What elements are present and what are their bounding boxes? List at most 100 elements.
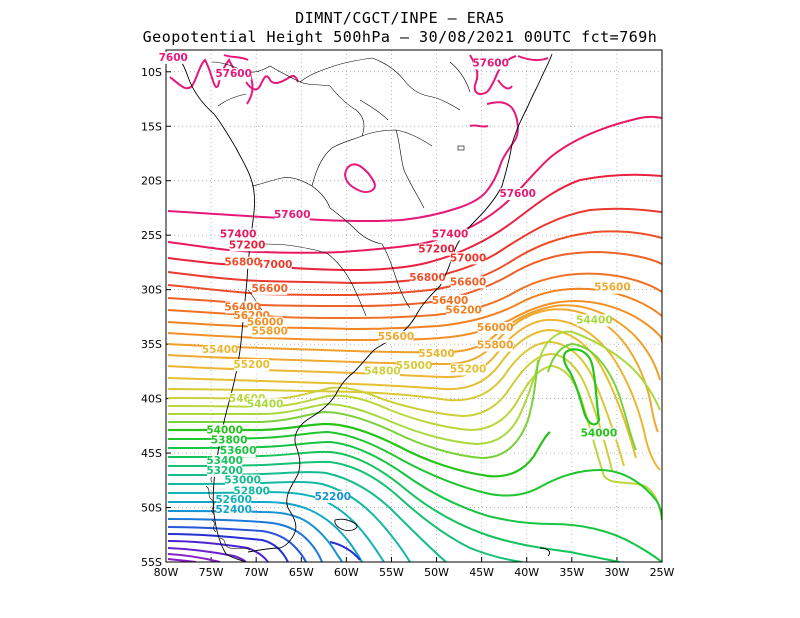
contour-label-bg: [274, 208, 310, 221]
contour-label: 55800: [251, 325, 288, 337]
contour-label: 54400: [247, 398, 284, 410]
lat-tick-label: 40S: [141, 393, 162, 406]
lon-tick-label: 35W: [559, 566, 584, 579]
contour-55400: [167, 318, 661, 471]
contour-label-bg: [396, 360, 432, 373]
title-line-2: Geopotential Height 500hPa – 30/08/2021 …: [142, 28, 658, 46]
contour-label-bg: [419, 348, 455, 361]
lon-tick-label: 65W: [289, 566, 314, 579]
contour-label: 56000: [477, 322, 514, 334]
contour-label: 57600: [499, 188, 536, 200]
contour-55800: [167, 304, 661, 381]
contour-label: 57000: [256, 259, 293, 271]
contour-label-bg: [473, 57, 509, 70]
lat-tick-label: 10S: [141, 66, 162, 79]
contour-label: 52600: [215, 494, 252, 506]
contour-label: 56600: [251, 283, 288, 295]
contour-52000: [167, 518, 323, 562]
contour-label: 57400: [432, 228, 469, 240]
contour-label-bg: [419, 243, 455, 256]
contour-label: 56600: [450, 276, 487, 288]
contour-label: 7600: [159, 52, 188, 64]
lon-tick-label: 40W: [514, 566, 539, 579]
contour-label: 55800: [477, 339, 514, 351]
contour-53200: [167, 460, 523, 562]
lon-tick-label: 55W: [379, 566, 404, 579]
lon-tick-label: 80W: [154, 566, 179, 579]
lon-tick-label: 50W: [424, 566, 449, 579]
contour-label: 54000: [581, 428, 618, 440]
contour-label: 54400: [576, 314, 613, 326]
contour-label: 55600: [378, 331, 415, 343]
contour-label-bg: [207, 424, 243, 437]
contour-label-bg: [477, 322, 513, 335]
contour-label: 53400: [206, 455, 243, 467]
lat-tick-label: 15S: [141, 120, 162, 133]
contour-label-bg: [450, 363, 486, 376]
contour-label-bg: [500, 188, 536, 201]
contour-label-bg: [432, 228, 468, 241]
lon-tick-label: 70W: [244, 566, 269, 579]
contour-53400: [167, 450, 621, 562]
contour-label: 57200: [418, 244, 455, 256]
contour-label: 54000: [206, 424, 243, 436]
contour-label: 57000: [450, 252, 487, 264]
contour-51400: [167, 540, 269, 562]
contour-label-bg: [247, 398, 283, 411]
lat-tick-label: 35S: [141, 338, 162, 351]
contour-label-bg: [225, 474, 261, 487]
lat-tick-label: 50S: [141, 502, 162, 515]
contour-label-bg: [207, 454, 243, 467]
contour-label-bg: [202, 343, 238, 356]
contour-label-bg: [229, 239, 265, 252]
lon-tick-label: 45W: [469, 566, 494, 579]
contour-label-bg: [446, 304, 482, 317]
contour-label-bg: [576, 314, 612, 327]
contour-label-bg: [159, 51, 188, 64]
contour-label-bg: [252, 325, 288, 338]
contour-label-bg: [594, 281, 630, 294]
lon-tick-labels: 80W 75W 70W 65W 60W 55W 50W 45W 40W 35W 30W 25W: [154, 566, 675, 579]
contour-label-bg: [220, 228, 256, 241]
lon-tick-label: 30W: [604, 566, 629, 579]
contour-label: 56200: [445, 305, 482, 317]
map-frame: [165, 49, 663, 563]
lat-tick-labels: 10S 15S 20S 25S 30S 35S 40S 45S 50S 55S: [141, 66, 162, 569]
contour-label-bg: [252, 282, 288, 295]
contour-54000: [168, 348, 601, 478]
contour-label-bg: [216, 494, 252, 507]
lat-tick-label: 30S: [141, 284, 162, 297]
contour-53000: [167, 471, 447, 562]
contour-53800: [167, 430, 662, 521]
lon-tick-label: 25W: [650, 566, 675, 579]
lon-tick-label: 60W: [334, 566, 359, 579]
lat-tick-label: 55S: [141, 556, 162, 569]
contour-label-bg: [220, 445, 256, 458]
contour-53600: [167, 440, 662, 562]
contour-label: 56400: [432, 295, 469, 307]
contour-56600: [167, 250, 662, 308]
lat-tick-label: 25S: [141, 229, 162, 242]
contour-label: 57600: [472, 57, 509, 69]
contour-label-bg: [225, 256, 261, 269]
contour-51600: [167, 533, 361, 562]
title-line-1: DIMNT/CGCT/INPE – ERA5: [295, 9, 505, 27]
contour-label-bg: [234, 359, 270, 372]
contour-55200: [167, 328, 637, 459]
lat-tick-label: 20S: [141, 175, 162, 188]
borders: [211, 57, 471, 321]
contour-label-bg: [450, 252, 486, 265]
contour-label-bg: [581, 427, 617, 440]
contour-54400: [167, 330, 661, 446]
contour-label-bg: [410, 271, 446, 284]
contour-label: 57600: [274, 209, 311, 221]
contour-label: 56800: [409, 272, 446, 284]
contour-label: 53800: [211, 434, 248, 446]
contour-label-bg: [364, 365, 400, 378]
contour-label-bg: [216, 68, 252, 81]
contour-label: 55400: [202, 344, 239, 356]
contour-label-bg: [477, 339, 513, 352]
contour-label-bg: [216, 503, 252, 516]
contour-label: 55200: [233, 359, 270, 371]
